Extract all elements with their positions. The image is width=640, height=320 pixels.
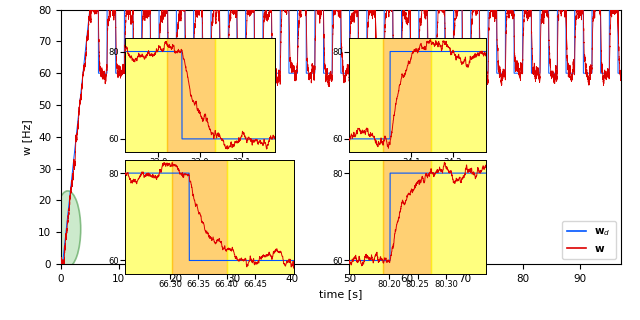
Bar (215, 38, 275, 152)
Y-axis label: w [Hz]: w [Hz] (22, 119, 33, 155)
Bar (383, 38, 431, 152)
Bar (125, 38, 167, 152)
Bar (383, 160, 431, 274)
Bar (167, 38, 215, 152)
Bar (172, 160, 227, 274)
Bar (227, 160, 294, 274)
Bar (431, 38, 486, 152)
Bar (349, 38, 383, 152)
Bar (431, 160, 486, 274)
Bar (125, 160, 172, 274)
Bar (349, 160, 383, 274)
Legend: $\mathbf{w}_d$, $\mathbf{w}$: $\mathbf{w}_d$, $\mathbf{w}$ (562, 221, 616, 259)
Ellipse shape (55, 191, 81, 267)
X-axis label: time [s]: time [s] (319, 289, 362, 299)
